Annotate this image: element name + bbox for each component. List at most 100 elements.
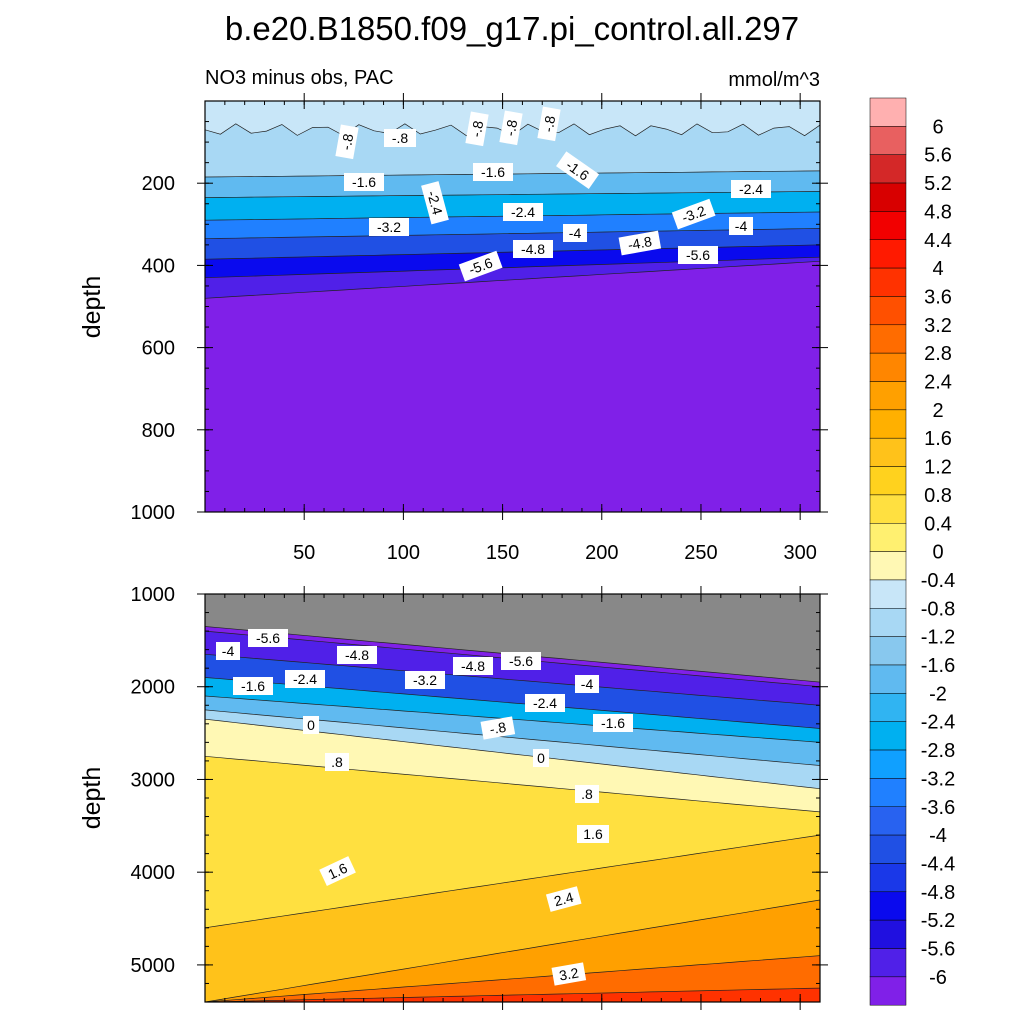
bottom-contour-label: -4.8 [337,646,377,664]
colorbar-label: 0.4 [924,513,952,535]
bottom-contour-label-text: 3.2 [558,964,580,983]
bottom-contour-label-box [593,714,633,732]
top-contour-label-text: -4.8 [627,233,654,253]
top-contour-label: -4 [729,217,753,235]
bottom-contour-label-text: -2.4 [533,695,557,711]
colorbar-swatch [869,466,907,496]
bottom-contour-label-text: -.8 [488,719,507,738]
bottom-contour-label: -.8 [480,716,516,740]
top-contour-label: -.8 [384,129,416,147]
top-contour-label-text: -.8 [502,118,521,137]
colorbar-label: 2.8 [924,343,952,365]
colorbar-label: 0.8 [924,485,952,507]
colorbar-swatch [869,381,907,411]
bottom-contour-line [205,653,820,706]
colorbar-label: -3.2 [921,768,955,790]
top-contour-label-box [458,250,503,282]
top-contour-label-box [537,106,561,142]
bottom-contour-label-box [319,856,356,887]
top-contour-label-text: -4.8 [521,241,545,257]
top-contour-label-box [678,246,718,264]
colorbar-label: -4.8 [921,882,955,904]
bottom-contour-label-text: -1.6 [601,715,625,731]
top-contour-label-box [563,224,587,242]
top-x-tick-label: 300 [783,542,816,564]
top-y-axis-label: depth [78,276,106,339]
bottom-contour-label: .8 [575,785,599,803]
bottom-contour-label-text: -4.8 [345,647,369,663]
bottom-contour-label-box [337,646,377,664]
top-contour-label-text: -2.4 [511,204,535,220]
colorbar-label: -0.4 [921,570,955,592]
colorbar-swatch [869,948,907,978]
bottom-contour-label-text: .8 [331,754,343,770]
top-contour-label-box [503,203,543,221]
colorbar-label: 1.2 [924,457,952,479]
bottom-contour-line [205,755,820,813]
bottom-contour-label-box [533,749,549,767]
top-contour-label-text: -3.2 [680,202,708,225]
top-contour-label-box [671,198,716,230]
colorbar-swatch [869,494,907,524]
top-panel-units: mmol/m^3 [728,69,820,91]
bottom-contour-label-text: 1.6 [583,826,603,842]
top-contour-label: -3.2 [671,198,716,230]
colorbar-label: 4.4 [924,230,952,252]
top-contour-label-box [473,163,513,181]
colorbar-swatch [869,636,907,666]
top-contour-label: -1.6 [473,163,513,181]
bottom-contour-label-box [216,642,240,660]
top-contour-label-text: -1.6 [481,164,505,180]
top-y-tick-label: 600 [142,338,175,360]
bottom-contour-label-box [551,962,587,986]
bottom-y-tick-label: 5000 [131,955,176,977]
bottom-contour-label-text: -2.4 [293,671,317,687]
colorbar-swatch [869,834,907,864]
colorbar-swatch [869,409,907,439]
top-contour-label-text: -.8 [540,114,559,133]
top-contour-label: -.8 [335,124,359,160]
colorbar-swatch [869,97,907,127]
top-contour-label: -4 [563,224,587,242]
colorbar-label: 4.8 [924,201,952,223]
bottom-contour-label: .8 [325,753,349,771]
bottom-contour-label-text: -1.6 [241,678,265,694]
bottom-contour-label-box [575,675,599,693]
colorbar-swatch [869,579,907,609]
top-contour-line [205,191,820,198]
top-contour-label: -2.4 [503,203,543,221]
colorbar-swatch [869,976,907,1006]
top-contour-label-box [384,129,416,147]
top-contour-label-text: -4 [569,225,582,241]
top-y-tick-label: 1000 [131,502,176,524]
colorbar-swatch [869,239,907,269]
top-contour-label-text: -5.6 [467,254,495,277]
top-contour-label: -5.6 [678,246,718,264]
top-contour-label: -1.6 [344,173,384,191]
bottom-contour-label-text: -5.6 [256,630,280,646]
colorbar-swatch [869,806,907,836]
colorbar-label: 3.2 [924,315,952,337]
colorbar-swatch [869,749,907,779]
colorbar-label: -5.6 [921,939,955,961]
top-contour-label-text: -3.2 [377,219,401,235]
bottom-contour-label: -4 [575,675,599,693]
bottom-contour-label-text: 0 [537,750,545,766]
colorbar-label: -2.4 [921,712,955,734]
top-contour-label: -.8 [499,110,523,146]
top-contour-label-text: -5.6 [686,247,710,263]
colorbar-swatch [869,267,907,297]
top-x-tick-label: 200 [585,542,618,564]
colorbar-label: 3.6 [924,286,952,308]
bottom-contour-label-text: 1.6 [325,860,350,883]
bottom-y-tick-label: 3000 [131,769,176,791]
bottom-contour-label-box [525,694,565,712]
top-contour-label-box [369,218,409,236]
top-contour-label: -.8 [465,111,489,147]
top-contour-label-box [344,173,384,191]
bottom-contour-label-text: -4 [222,643,235,659]
colorbar-swatch [869,352,907,382]
colorbar-swatch [869,919,907,949]
colorbar-swatch [869,126,907,155]
bottom-contour-label: -1.6 [593,714,633,732]
